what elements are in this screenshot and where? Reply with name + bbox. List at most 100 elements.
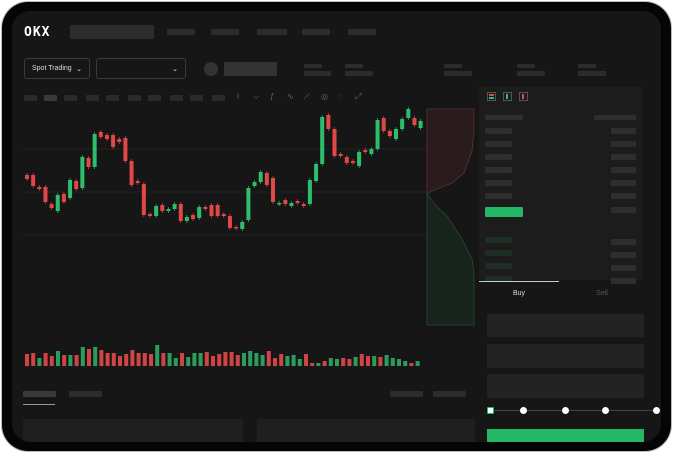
app-screen: OKX Spot Trading ⌄ ⌄ ⌇ ⌵ ƒ ∿ ⟋ ◎ ◌ ⤢ Buy Sell	[12, 11, 661, 442]
candlestick-chart[interactable]	[12, 11, 661, 442]
nav-item[interactable]	[211, 29, 239, 35]
indicator-icon[interactable]: ⌵	[253, 92, 260, 101]
candle	[111, 135, 116, 147]
ask-size	[611, 128, 636, 134]
volume-bar	[378, 357, 383, 366]
nav-item[interactable]	[167, 29, 195, 35]
stat-label	[517, 64, 535, 68]
chart-interval-button[interactable]	[24, 95, 37, 101]
stat-value	[578, 71, 606, 76]
candle	[209, 205, 214, 216]
ask-price	[485, 141, 512, 147]
orderbook-bids-view-icon[interactable]	[503, 92, 512, 101]
candle	[314, 164, 319, 181]
bid-size	[611, 265, 636, 271]
pair-select[interactable]: ⌄	[96, 58, 186, 79]
volume-bar	[43, 353, 48, 366]
candle	[172, 204, 177, 209]
toolbar-button[interactable]	[433, 391, 466, 397]
candle	[25, 175, 29, 179]
chart-interval-button[interactable]	[170, 95, 183, 101]
chart-interval-button[interactable]	[44, 95, 57, 101]
candle	[123, 138, 128, 161]
sell-tab[interactable]: Sell	[596, 290, 608, 297]
volume-bar	[186, 357, 191, 366]
chart-interval-button[interactable]	[106, 95, 119, 101]
candle	[31, 175, 36, 186]
slider-step[interactable]	[520, 407, 527, 414]
slider-step[interactable]	[602, 407, 609, 414]
volume-bar	[204, 352, 209, 366]
slider-step[interactable]	[487, 407, 494, 414]
chart-interval-button[interactable]	[212, 95, 225, 101]
orderbook-both-view-icon[interactable]	[487, 92, 496, 101]
nav-item[interactable]	[302, 29, 330, 35]
volume-bar	[335, 359, 339, 366]
stat-label	[444, 64, 462, 68]
volume-bar	[56, 351, 60, 366]
volume-bar	[372, 356, 377, 366]
volume-bar	[167, 353, 172, 366]
stat-value	[345, 71, 373, 76]
buy-tab[interactable]: Buy	[512, 290, 526, 297]
candle	[68, 180, 73, 198]
chart-interval-button[interactable]	[64, 95, 77, 101]
price-input[interactable]	[487, 314, 644, 337]
draw-icon[interactable]: ⟋	[304, 92, 310, 101]
bid-price	[485, 237, 512, 243]
chart-interval-button[interactable]	[86, 95, 99, 101]
slider-track[interactable]	[490, 410, 656, 411]
magnet-icon[interactable]: ◎	[321, 92, 328, 101]
volume-bar	[68, 355, 73, 366]
candle	[98, 132, 103, 137]
candle	[307, 180, 312, 204]
volume-bar	[37, 358, 42, 366]
candle	[381, 118, 386, 131]
tab-open-orders[interactable]	[23, 391, 56, 397]
fx-icon[interactable]: ƒ	[270, 92, 275, 101]
candle	[92, 134, 97, 167]
chart-interval-button[interactable]	[190, 95, 203, 101]
stat-label	[345, 64, 363, 68]
candle	[227, 216, 232, 228]
candle	[117, 139, 122, 142]
nav-item[interactable]	[348, 29, 376, 35]
volume-bar	[223, 352, 228, 366]
volume-bar	[273, 358, 277, 366]
candle	[160, 205, 165, 211]
bid-price	[485, 250, 512, 256]
stat-label	[304, 64, 322, 68]
nav-item[interactable]	[257, 29, 287, 35]
total-input[interactable]	[487, 374, 644, 398]
bid-size	[611, 239, 636, 245]
fullscreen-icon[interactable]: ⤢	[355, 92, 362, 101]
buy-button[interactable]	[487, 429, 644, 442]
chart-interval-button[interactable]	[128, 95, 141, 101]
indicator-icon[interactable]: ⌇	[236, 92, 240, 101]
chevron-down-icon: ⌄	[172, 65, 178, 73]
search-bar[interactable]	[70, 25, 154, 39]
line-tool-icon[interactable]: ∿	[287, 92, 294, 101]
candle	[246, 188, 251, 220]
volume-bar	[353, 357, 358, 366]
orders-panel	[23, 419, 243, 442]
settings-icon[interactable]: ◌	[338, 92, 343, 101]
candle	[74, 181, 79, 189]
orderbook-header	[485, 115, 523, 120]
volume-bar	[229, 352, 234, 366]
chart-interval-button[interactable]	[148, 95, 161, 101]
slider-step[interactable]	[653, 407, 660, 414]
tab-order-history[interactable]	[69, 391, 102, 397]
volume-bar	[211, 356, 215, 366]
trading-mode-select[interactable]: Spot Trading ⌄	[24, 58, 90, 79]
amount-input[interactable]	[487, 344, 644, 368]
volume-bar	[260, 355, 265, 366]
candle	[412, 118, 417, 125]
toolbar-button[interactable]	[390, 391, 423, 397]
volume-bar	[390, 358, 395, 366]
candle	[387, 131, 392, 136]
ask-size	[611, 141, 636, 147]
candle	[320, 117, 325, 164]
slider-step[interactable]	[562, 407, 569, 414]
orderbook-asks-view-icon[interactable]	[519, 92, 528, 101]
